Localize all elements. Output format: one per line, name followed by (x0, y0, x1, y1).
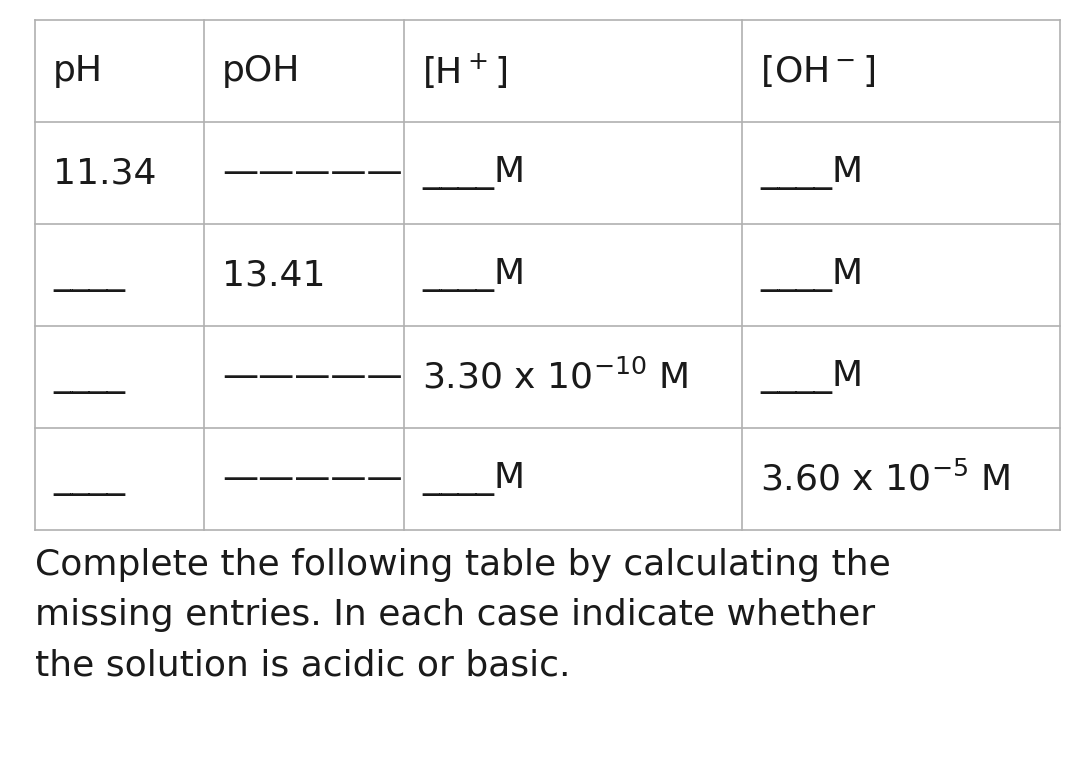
Text: [H$^+$]: [H$^+$] (422, 51, 508, 91)
Text: —————: ————— (222, 360, 403, 394)
Text: ____: ____ (53, 258, 125, 292)
Text: 3.60 x 10$^{-5}$ M: 3.60 x 10$^{-5}$ M (760, 461, 1011, 497)
Text: ____M: ____M (422, 462, 525, 496)
Text: ____M: ____M (422, 258, 525, 292)
Text: ____M: ____M (760, 360, 863, 394)
Text: 11.34: 11.34 (53, 156, 157, 190)
Text: ____M: ____M (760, 156, 863, 190)
Text: ____: ____ (53, 462, 125, 496)
Text: ____: ____ (53, 360, 125, 394)
Text: 3.30 x 10$^{-10}$ M: 3.30 x 10$^{-10}$ M (422, 359, 688, 395)
Text: —————: ————— (222, 462, 403, 496)
Text: 13.41: 13.41 (222, 258, 326, 292)
Text: [OH$^-$]: [OH$^-$] (760, 53, 875, 89)
Text: ____M: ____M (760, 258, 863, 292)
Text: ____M: ____M (422, 156, 525, 190)
Text: —————: ————— (222, 156, 403, 190)
Text: pH: pH (53, 54, 103, 88)
Text: pOH: pOH (222, 54, 300, 88)
Text: Complete the following table by calculating the
missing entries. In each case in: Complete the following table by calculat… (35, 548, 891, 682)
